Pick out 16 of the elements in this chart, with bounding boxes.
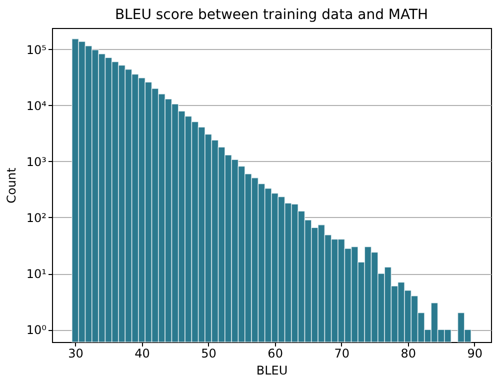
y-tick-label: 10⁰ bbox=[26, 323, 47, 338]
x-tick-label: 30 bbox=[68, 346, 84, 360]
x-tick-label: 90 bbox=[467, 346, 483, 360]
x-tick-label: 50 bbox=[201, 346, 216, 360]
y-tick-label: 10¹ bbox=[26, 267, 47, 282]
x-axis-title: BLEU bbox=[256, 364, 288, 378]
y-tick-label: 10⁴ bbox=[26, 98, 47, 113]
y-tick-label: 10² bbox=[26, 210, 47, 225]
y-tick-label: 10⁵ bbox=[26, 42, 47, 57]
y-axis-title: Count bbox=[4, 167, 18, 204]
x-tick-label: 60 bbox=[268, 346, 283, 360]
y-tick-label: 10³ bbox=[26, 154, 47, 169]
x-tick-label: 80 bbox=[400, 346, 416, 360]
chart-title: BLEU score between training data and MATH bbox=[114, 7, 428, 23]
x-tick-label: 40 bbox=[134, 346, 150, 360]
x-tick-label: 70 bbox=[334, 346, 350, 360]
